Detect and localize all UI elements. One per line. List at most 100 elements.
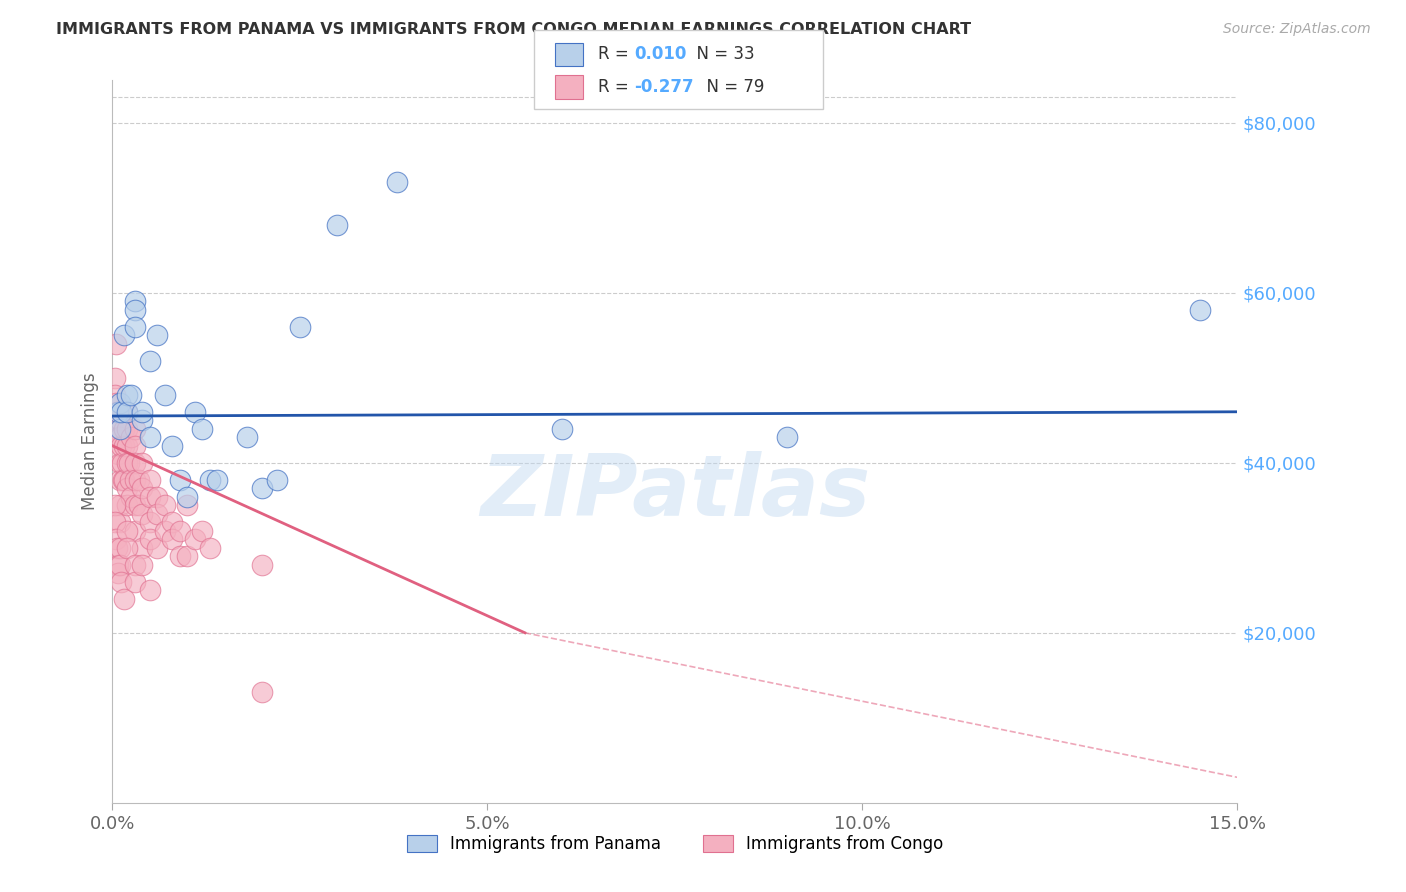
- Point: [131, 541, 153, 555]
- Point: [117, 439, 139, 453]
- Point: [120, 430, 142, 444]
- Point: [124, 524, 146, 538]
- Point: [117, 388, 139, 402]
- Point: [184, 533, 207, 547]
- Point: [131, 405, 153, 419]
- Point: [146, 541, 169, 555]
- Point: [131, 481, 153, 495]
- Point: [117, 498, 139, 512]
- Point: [108, 413, 131, 427]
- Point: [108, 396, 131, 410]
- Point: [551, 422, 574, 436]
- Point: [198, 473, 221, 487]
- Point: [139, 533, 162, 547]
- Point: [252, 558, 274, 572]
- Text: R =: R =: [598, 45, 634, 63]
- Point: [131, 558, 153, 572]
- Point: [191, 422, 214, 436]
- Point: [112, 473, 135, 487]
- Point: [104, 498, 127, 512]
- Point: [108, 558, 131, 572]
- Point: [184, 405, 207, 419]
- Point: [108, 422, 131, 436]
- Text: N = 79: N = 79: [696, 78, 765, 96]
- Point: [120, 388, 142, 402]
- Point: [104, 516, 127, 530]
- Point: [124, 473, 146, 487]
- Text: N = 33: N = 33: [686, 45, 755, 63]
- Point: [120, 490, 142, 504]
- Point: [124, 302, 146, 317]
- Point: [108, 498, 131, 512]
- Point: [169, 473, 191, 487]
- Point: [176, 490, 198, 504]
- Point: [176, 549, 198, 564]
- Point: [139, 490, 162, 504]
- Point: [139, 583, 162, 598]
- Point: [326, 218, 349, 232]
- Point: [105, 405, 128, 419]
- Point: [176, 498, 198, 512]
- Point: [112, 439, 135, 453]
- Point: [139, 516, 162, 530]
- Point: [153, 388, 176, 402]
- Point: [236, 430, 259, 444]
- Point: [124, 456, 146, 470]
- Y-axis label: Median Earnings: Median Earnings: [80, 373, 98, 510]
- Text: IMMIGRANTS FROM PANAMA VS IMMIGRANTS FROM CONGO MEDIAN EARNINGS CORRELATION CHAR: IMMIGRANTS FROM PANAMA VS IMMIGRANTS FRO…: [56, 22, 972, 37]
- Point: [105, 533, 128, 547]
- Point: [124, 498, 146, 512]
- Point: [131, 507, 153, 521]
- Point: [124, 439, 146, 453]
- Text: Source: ZipAtlas.com: Source: ZipAtlas.com: [1223, 22, 1371, 37]
- Point: [105, 396, 128, 410]
- Point: [105, 541, 128, 555]
- Text: ZIPatlas: ZIPatlas: [479, 450, 870, 533]
- Point: [117, 456, 139, 470]
- Text: 0.010: 0.010: [634, 45, 686, 63]
- Point: [139, 473, 162, 487]
- Point: [108, 456, 131, 470]
- Text: R =: R =: [598, 78, 634, 96]
- Point: [252, 685, 274, 699]
- Point: [124, 558, 146, 572]
- Point: [107, 422, 129, 436]
- Point: [124, 319, 146, 334]
- Point: [107, 566, 129, 581]
- Point: [153, 498, 176, 512]
- Point: [162, 516, 184, 530]
- Point: [104, 371, 127, 385]
- Point: [117, 481, 139, 495]
- Point: [162, 439, 184, 453]
- Point: [108, 541, 131, 555]
- Point: [252, 481, 274, 495]
- Point: [776, 430, 799, 444]
- Point: [110, 574, 132, 589]
- Point: [105, 336, 128, 351]
- Point: [131, 456, 153, 470]
- Point: [107, 447, 129, 461]
- Point: [128, 498, 150, 512]
- Point: [112, 422, 135, 436]
- Point: [139, 430, 162, 444]
- Point: [124, 294, 146, 309]
- Point: [108, 473, 131, 487]
- Point: [128, 473, 150, 487]
- Point: [169, 549, 191, 564]
- Point: [111, 456, 134, 470]
- Point: [118, 456, 141, 470]
- Point: [104, 388, 127, 402]
- Point: [153, 524, 176, 538]
- Point: [131, 413, 153, 427]
- Point: [117, 422, 139, 436]
- Point: [139, 353, 162, 368]
- Text: -0.277: -0.277: [634, 78, 693, 96]
- Point: [288, 319, 311, 334]
- Point: [112, 328, 135, 343]
- Point: [110, 439, 132, 453]
- Point: [169, 524, 191, 538]
- Point: [207, 473, 229, 487]
- Point: [1188, 302, 1211, 317]
- Point: [108, 430, 131, 444]
- Point: [112, 591, 135, 606]
